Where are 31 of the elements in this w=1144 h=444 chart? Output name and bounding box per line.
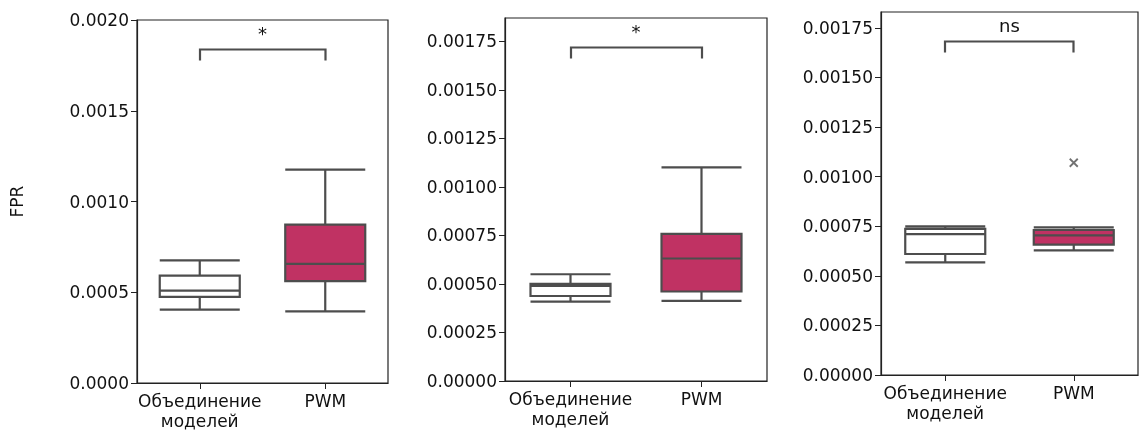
y-tick-label: 0.00050	[802, 265, 873, 286]
y-tick-label: 0.00175	[802, 17, 873, 38]
x-tick-label: Объединение моделей	[138, 391, 262, 431]
y-tick-label: 0.00100	[426, 176, 497, 197]
annotation: *	[258, 23, 267, 44]
x-tick-label: Объединение моделей	[883, 383, 1007, 423]
x-tick-label: PWM	[1052, 383, 1095, 403]
y-tick-label: 0.00100	[802, 166, 873, 187]
annotation: ns	[999, 15, 1020, 36]
y-tick-label: 0.00125	[802, 117, 873, 138]
x-tick-label: PWM	[680, 389, 723, 409]
y-tick-label: 0.00000	[426, 371, 497, 391]
y-tick-label: 0.00025	[802, 315, 873, 336]
y-tick-label: 0.00150	[426, 79, 497, 100]
y-tick-label: 0.0010	[69, 191, 129, 212]
y-tick-label: 0.0005	[69, 282, 129, 303]
y-tick-label: 0.00150	[802, 67, 873, 88]
y-tick-label: 0.00025	[426, 322, 497, 343]
y-tick-label: 0.00075	[802, 216, 873, 237]
annotation: *	[631, 21, 641, 42]
x-tick-label: PWM	[304, 391, 347, 411]
y-tick-label: 0.00075	[426, 225, 497, 246]
y-tick-label: 0.00125	[426, 128, 497, 149]
y-axis-title: FPR	[6, 185, 27, 218]
y-tick-label: 0.00000	[802, 365, 873, 385]
y-tick-label: 0.00175	[426, 31, 497, 52]
y-tick-label: 0.0020	[69, 10, 129, 30]
y-tick-label: 0.0000	[69, 373, 129, 393]
y-tick-label: 0.00050	[426, 273, 497, 294]
y-tick-label: 0.0015	[69, 100, 129, 121]
x-tick-label: Объединение моделей	[508, 389, 633, 429]
